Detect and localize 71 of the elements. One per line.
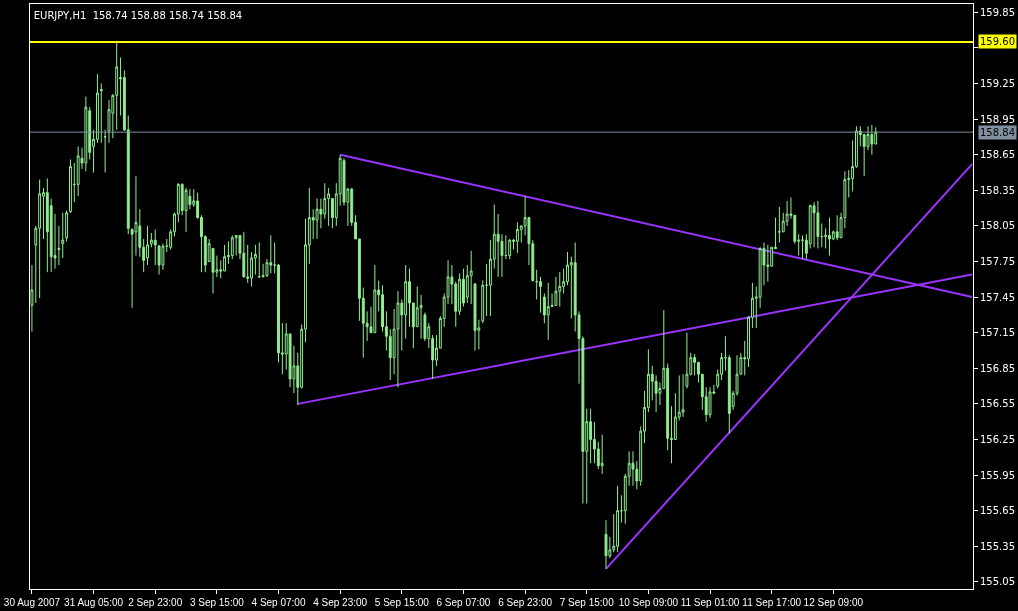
candlestick: [45, 177, 49, 273]
x-tick-label: 7 Sep 15:00: [559, 597, 615, 608]
y-tick-label: 159.85: [980, 6, 1015, 18]
candlestick: [327, 187, 331, 227]
y-tick-label: 155.65: [980, 505, 1015, 517]
candlestick: [870, 124, 874, 156]
ref-line-label: 158.84: [980, 127, 1015, 138]
candlestick: [600, 434, 604, 475]
candlestick: [373, 264, 377, 334]
y-tick-label: 156.55: [980, 398, 1015, 410]
x-tick-label: 6 Sep 23:00: [498, 597, 553, 608]
x-tick-label: 30 Aug 2007: [3, 597, 61, 608]
x-tick-label: 11 Sep 01:00: [680, 597, 740, 608]
text: EURJPY,H1 158.74 158.88 158.74 158.84: [33, 10, 243, 22]
candlestick: [835, 214, 839, 241]
candlestick: [230, 234, 234, 260]
y-tick-label: 156.85: [980, 362, 1015, 374]
candlestick: [508, 238, 512, 260]
candlestick: [396, 290, 400, 388]
y-tick-label: 155.35: [980, 540, 1015, 552]
candlestick: [76, 145, 80, 197]
candlestick: [631, 450, 635, 487]
candlestick: [69, 158, 72, 214]
candlestick: [766, 244, 770, 283]
candlestick: [315, 198, 319, 240]
candlestick: [554, 276, 558, 306]
x-tick-label: 5 Sep 15:00: [374, 597, 430, 608]
x-tick-label: 3 Sep 15:00: [189, 597, 245, 608]
y-tick-label: 158.05: [980, 220, 1015, 232]
candlestick: [708, 386, 712, 419]
candlestick: [727, 354, 731, 435]
x-tick-label: 12 Sep 09:00: [803, 597, 864, 608]
x-tick-label: 11 Sep 17:00: [742, 597, 802, 608]
y-tick-label: 157.75: [980, 255, 1015, 267]
candlestick: [724, 335, 727, 372]
y-tick-label: 155.05: [980, 576, 1015, 588]
ref-line-label: 159.60: [980, 36, 1015, 47]
y-tick-label: 156.25: [980, 433, 1015, 445]
candlestick: [777, 206, 781, 244]
candlestick: [65, 209, 69, 242]
x-tick-label: 4 Sep 23:00: [313, 597, 368, 608]
candlestick: [801, 234, 804, 260]
y-tick-label: 158.95: [980, 113, 1015, 125]
y-tick-label: 157.45: [980, 291, 1015, 303]
candlestick: [84, 96, 88, 172]
candlestick: [546, 282, 550, 341]
y-tick-label: 158.35: [980, 184, 1015, 196]
candlestick: [38, 179, 42, 299]
candlestick: [816, 200, 820, 249]
x-tick-label: 6 Sep 07:00: [436, 597, 491, 608]
candlestick: [184, 187, 188, 233]
candlestick: [257, 242, 261, 278]
candlestick: [812, 201, 816, 248]
candlestick: [161, 243, 165, 271]
candlestick: [558, 271, 562, 308]
y-tick-label: 158.65: [980, 149, 1015, 161]
y-tick-label: 155.95: [980, 469, 1015, 481]
candlestick: [604, 519, 608, 570]
candlestick: [261, 263, 265, 278]
candlestick: [828, 217, 831, 257]
y-tick-label: 157.15: [980, 327, 1015, 339]
candlestick: [515, 221, 519, 254]
x-tick-label: 2 Sep 23:00: [128, 597, 183, 608]
candlestick: [99, 83, 103, 144]
x-tick-label: 10 Sep 09:00: [618, 597, 679, 608]
candlestick: [234, 234, 238, 257]
candlestick: [616, 485, 620, 553]
y-tick-label: 159.25: [980, 78, 1015, 89]
x-tick-label: 4 Sep 07:00: [251, 597, 306, 608]
x-tick-label: 31 Aug 05:00: [64, 597, 124, 608]
candlestick: [269, 234, 273, 274]
